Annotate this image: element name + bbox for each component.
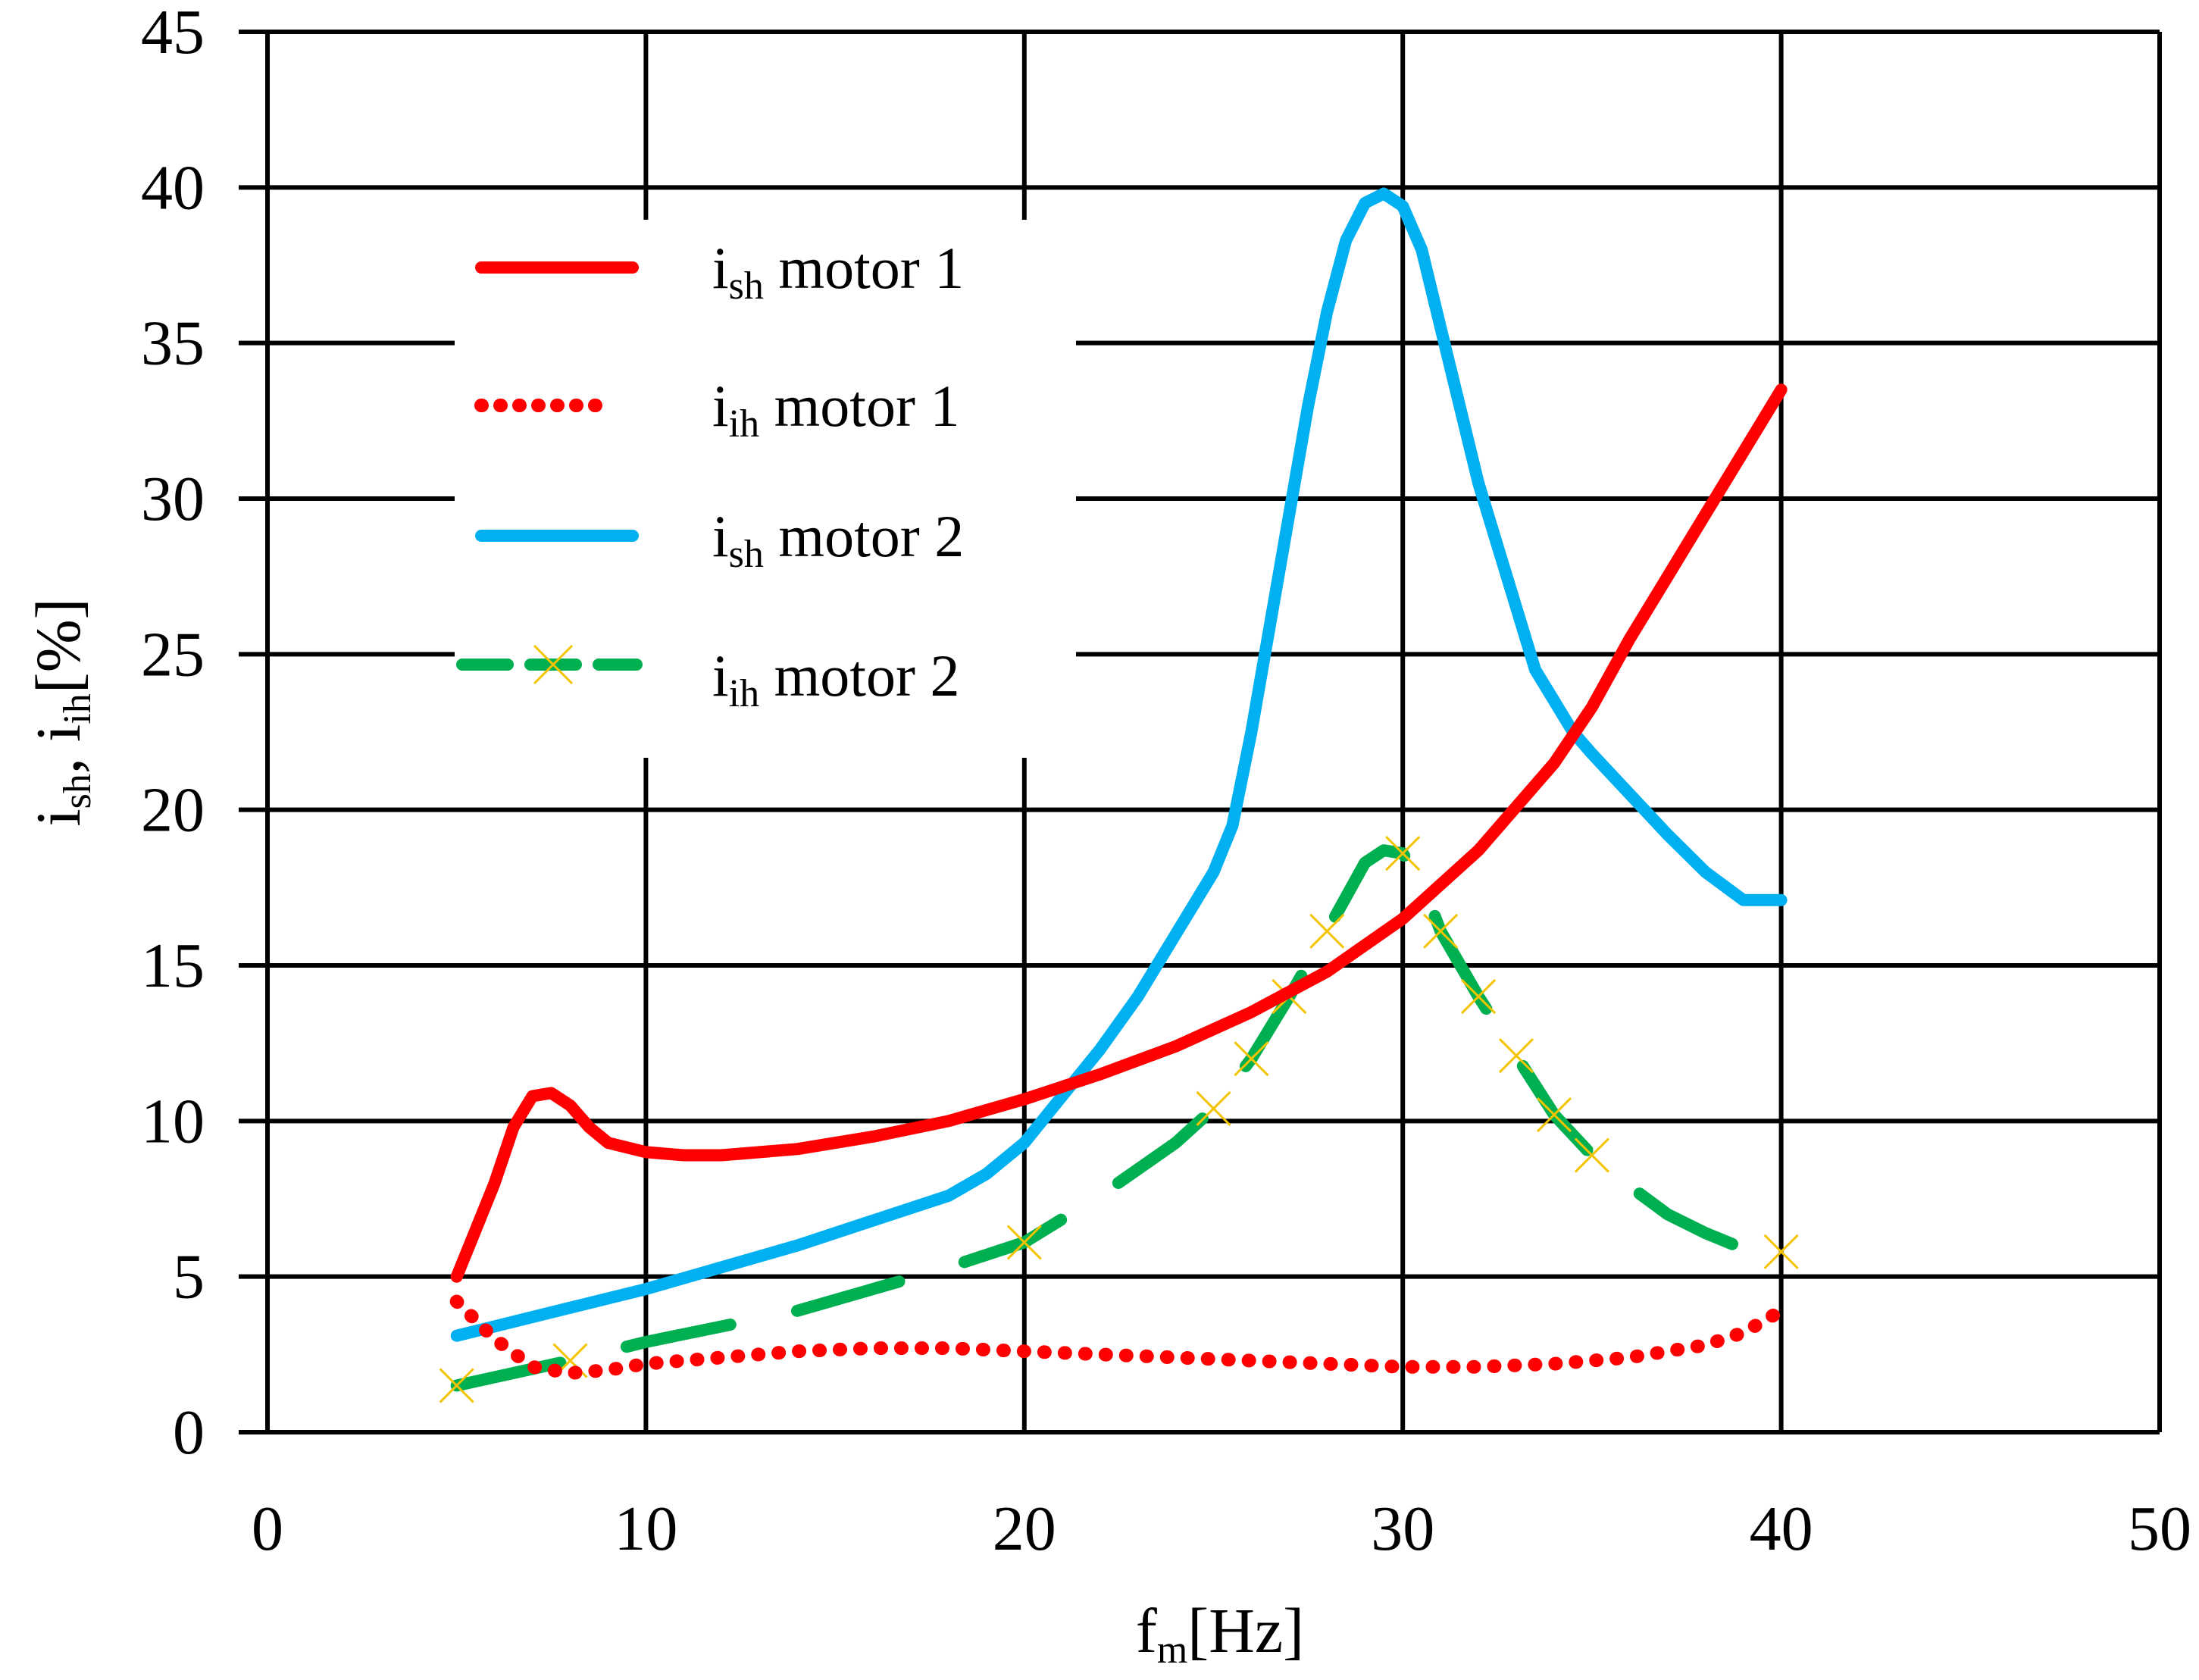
y-tick-label-45: 45	[141, 0, 205, 67]
y-tick-label-10: 10	[141, 1086, 205, 1156]
legend-label-ish-motor-2: ish motor 2	[712, 503, 964, 576]
y-axis-title-p3: [%]	[23, 598, 94, 693]
x-axis-title: fm[Hz]	[1136, 1596, 1304, 1672]
legend: ish motor 1 iih motor 1 ish motor 2 iih …	[455, 220, 1076, 758]
series-layer	[439, 187, 1799, 1403]
y-axis-title: ish, iih[%]	[23, 598, 99, 826]
y-tick-label-40: 40	[141, 152, 205, 223]
legend-item-iih-motor-1: iih motor 1	[474, 373, 959, 446]
legend-label-iih-motor-2: iih motor 2	[712, 643, 959, 715]
legend-item-iih-motor-2: iih motor 2	[456, 643, 959, 715]
series-marker-i-ih-motor-2-3	[1196, 1090, 1231, 1126]
tick-labels: 0 5 10 15 20 25 30 35 40 45 0 10 20 30 40 50	[141, 0, 2191, 1564]
series-line-i-ih-motor-2	[450, 844, 1788, 1392]
x-axis-title-sub: m	[1157, 1628, 1187, 1672]
x-tick-label-30: 30	[1371, 1494, 1434, 1564]
legend-item-ish-motor-2: ish motor 2	[475, 503, 964, 576]
series-marker-i-ih-motor-2-12	[1574, 1137, 1609, 1173]
legend-label-ish-motor-1: ish motor 1	[712, 235, 964, 308]
series-marker-i-ih-motor-2-4	[1234, 1041, 1269, 1077]
series-marker-i-ih-motor-2-9	[1461, 979, 1497, 1015]
y-tick-label-15: 15	[141, 931, 205, 1001]
y-axis-title-s2: ih	[56, 693, 99, 724]
y-tick-label-5: 5	[173, 1242, 205, 1312]
legend-marker-iih-motor-2	[533, 644, 574, 685]
series-line-i-sh-motor-1	[450, 383, 1788, 1283]
legend-label-iih-motor-1: iih motor 1	[712, 373, 959, 446]
series-marker-i-ih-motor-2-7	[1385, 836, 1421, 871]
y-tick-label-30: 30	[141, 464, 205, 534]
x-tick-label-10: 10	[614, 1494, 677, 1564]
series-marker-i-ih-motor-2-10	[1498, 1038, 1534, 1074]
series-marker-i-ih-motor-2-13	[1763, 1234, 1799, 1269]
y-axis-title-s1: sh	[56, 774, 99, 809]
y-axis-title-p2: , i	[23, 724, 94, 774]
x-tick-label-0: 0	[252, 1494, 283, 1564]
series-line-i-sh-motor-2	[450, 187, 1788, 1342]
y-axis-title-p1: i	[23, 809, 94, 826]
series-marker-i-ih-motor-2-0	[439, 1368, 474, 1403]
x-tick-label-50: 50	[2128, 1494, 2191, 1564]
axes	[239, 32, 2160, 1434]
x-tick-label-20: 20	[993, 1494, 1056, 1564]
y-tick-label-35: 35	[141, 308, 205, 379]
series-marker-i-ih-motor-2-11	[1536, 1097, 1572, 1133]
x-tick-label-40: 40	[1750, 1494, 1813, 1564]
y-tick-label-20: 20	[141, 775, 205, 846]
legend-item-ish-motor-1: ish motor 1	[475, 235, 964, 308]
y-tick-label-25: 25	[141, 619, 205, 690]
series-marker-i-ih-motor-2-6	[1309, 913, 1345, 949]
y-tick-label-0: 0	[173, 1397, 205, 1468]
series-marker-i-ih-motor-2-2	[1006, 1225, 1042, 1260]
x-axis-title-rest: [Hz]	[1187, 1596, 1304, 1666]
x-axis-title-main: f	[1136, 1596, 1157, 1666]
series-marker-i-ih-motor-2-8	[1423, 913, 1459, 949]
series-line-i-ih-motor-1	[449, 1294, 1788, 1380]
